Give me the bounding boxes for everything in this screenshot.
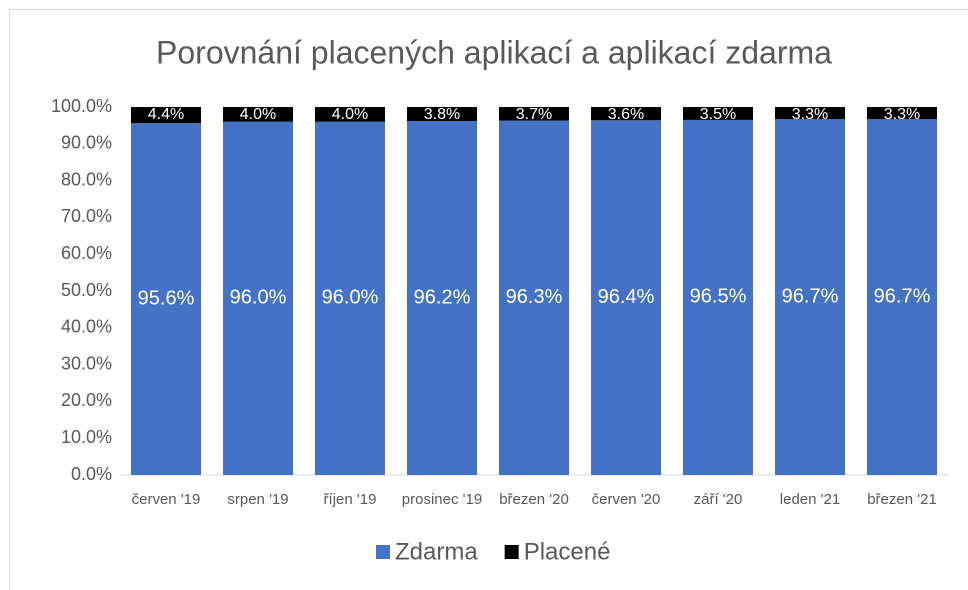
data-label: 96.7% — [782, 285, 839, 307]
legend-swatch — [504, 545, 519, 559]
y-tick-label: 100.0% — [51, 96, 112, 116]
legend-label: Zdarma — [395, 538, 478, 565]
y-tick-label: 40.0% — [61, 317, 112, 337]
bar-segment — [867, 119, 937, 476]
bar-segment — [591, 120, 661, 476]
data-label: 96.4% — [598, 286, 655, 308]
y-tick-label: 0.0% — [71, 464, 112, 484]
data-label: 95.6% — [138, 287, 195, 309]
legend-swatch — [376, 545, 390, 559]
x-tick-label: červen '19 — [132, 491, 201, 508]
data-label: 96.7% — [874, 285, 931, 307]
bar-segment — [499, 120, 569, 475]
y-tick-label: 70.0% — [61, 206, 112, 226]
bar-segment — [223, 121, 293, 475]
y-tick-label: 50.0% — [61, 280, 112, 300]
x-tick-label: červen '20 — [592, 491, 661, 508]
data-label: 3.5% — [700, 106, 736, 123]
x-tick-label: březen '20 — [499, 491, 569, 508]
data-label: 3.8% — [424, 106, 460, 123]
data-label: 4.0% — [240, 106, 276, 123]
data-label: 3.3% — [792, 106, 828, 123]
data-label: 96.0% — [322, 287, 379, 309]
x-tick-label: leden '21 — [780, 491, 840, 508]
bar-segment — [315, 107, 385, 122]
data-label: 3.3% — [884, 106, 920, 123]
x-tick-label: září '20 — [694, 491, 743, 508]
bar-segment — [499, 107, 569, 121]
bar-segment — [315, 121, 385, 475]
bar-segment — [775, 119, 845, 476]
data-label: 3.6% — [608, 106, 644, 123]
y-tick-label: 90.0% — [61, 133, 112, 153]
bar-segment — [683, 107, 753, 120]
data-label: 96.0% — [230, 287, 287, 309]
data-label: 4.0% — [332, 106, 368, 123]
y-tick-label: 10.0% — [61, 427, 112, 447]
chart-title: Porovnání placených aplikací a aplikací … — [156, 34, 832, 70]
x-tick-label: říjen '19 — [324, 491, 377, 508]
data-label: 96.2% — [414, 286, 471, 308]
data-label: 3.7% — [516, 106, 552, 123]
x-tick-label: srpen '19 — [227, 491, 288, 508]
data-label: 96.5% — [690, 286, 747, 308]
y-tick-label: 30.0% — [61, 353, 112, 373]
bar-segment — [131, 107, 201, 124]
bar-segment — [867, 107, 937, 120]
bar-segment — [131, 123, 201, 475]
data-label: 4.4% — [148, 106, 184, 123]
x-tick-label: březen '21 — [867, 491, 937, 508]
bar-segment — [683, 119, 753, 475]
bar-segment — [775, 107, 845, 120]
y-tick-label: 20.0% — [61, 390, 112, 410]
legend-label: Placené — [524, 538, 611, 565]
bar-segment — [223, 107, 293, 122]
y-tick-label: 80.0% — [61, 169, 112, 189]
data-label: 96.3% — [506, 286, 563, 308]
bar-segment — [407, 107, 477, 121]
y-tick-label: 60.0% — [61, 243, 112, 263]
bar-segment — [591, 107, 661, 121]
x-tick-label: prosinec '19 — [402, 491, 482, 508]
bar-segment — [407, 120, 477, 475]
